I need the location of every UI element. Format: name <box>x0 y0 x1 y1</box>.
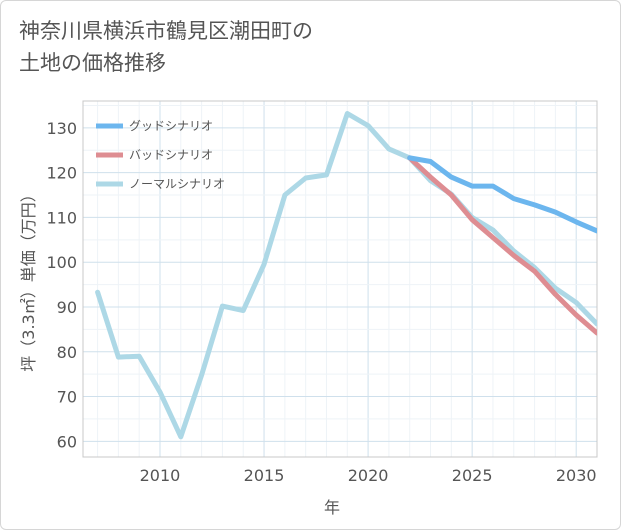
x-tick-label: 2030 <box>556 466 597 485</box>
series-line-2 <box>95 111 597 440</box>
x-tick-label: 2010 <box>140 466 181 485</box>
x-tick-label: 2025 <box>452 466 493 485</box>
chart-title: 神奈川県横浜市鶴見区潮田町の 土地の価格推移 <box>19 15 313 79</box>
y-axis-label: 坪（3.3㎡）単価（万円） <box>19 186 38 371</box>
series-line-1 <box>407 155 597 336</box>
y-tick-label: 70 <box>57 388 77 407</box>
series-layer <box>95 111 597 440</box>
y-tick-label: 110 <box>46 208 77 227</box>
x-axis-label: 年 <box>324 498 340 517</box>
y-tick-label: 130 <box>46 119 77 138</box>
x-tick-label: 2015 <box>244 466 285 485</box>
plot-area <box>82 100 598 458</box>
legend-label-0: グッドシナリオ <box>129 119 213 133</box>
x-axis-ticks: 2010 2015 2020 2025 2030 <box>140 466 597 485</box>
y-tick-label: 120 <box>46 164 77 183</box>
x-tick-label: 2020 <box>348 466 389 485</box>
y-tick-label: 80 <box>57 343 77 362</box>
legend-label-1: バッドシナリオ <box>129 148 213 162</box>
y-axis-ticks: 60 70 80 90 100 110 120 130 <box>46 119 77 451</box>
y-tick-label: 100 <box>46 253 77 272</box>
y-tick-label: 90 <box>57 298 77 317</box>
y-tick-label: 60 <box>57 432 77 451</box>
series-line-0 <box>407 155 597 234</box>
chart-title-line2: 土地の価格推移 <box>19 51 166 75</box>
chart-title-line1: 神奈川県横浜市鶴見区潮田町の <box>19 19 313 43</box>
legend-label-2: ノーマルシナリオ <box>129 177 225 191</box>
